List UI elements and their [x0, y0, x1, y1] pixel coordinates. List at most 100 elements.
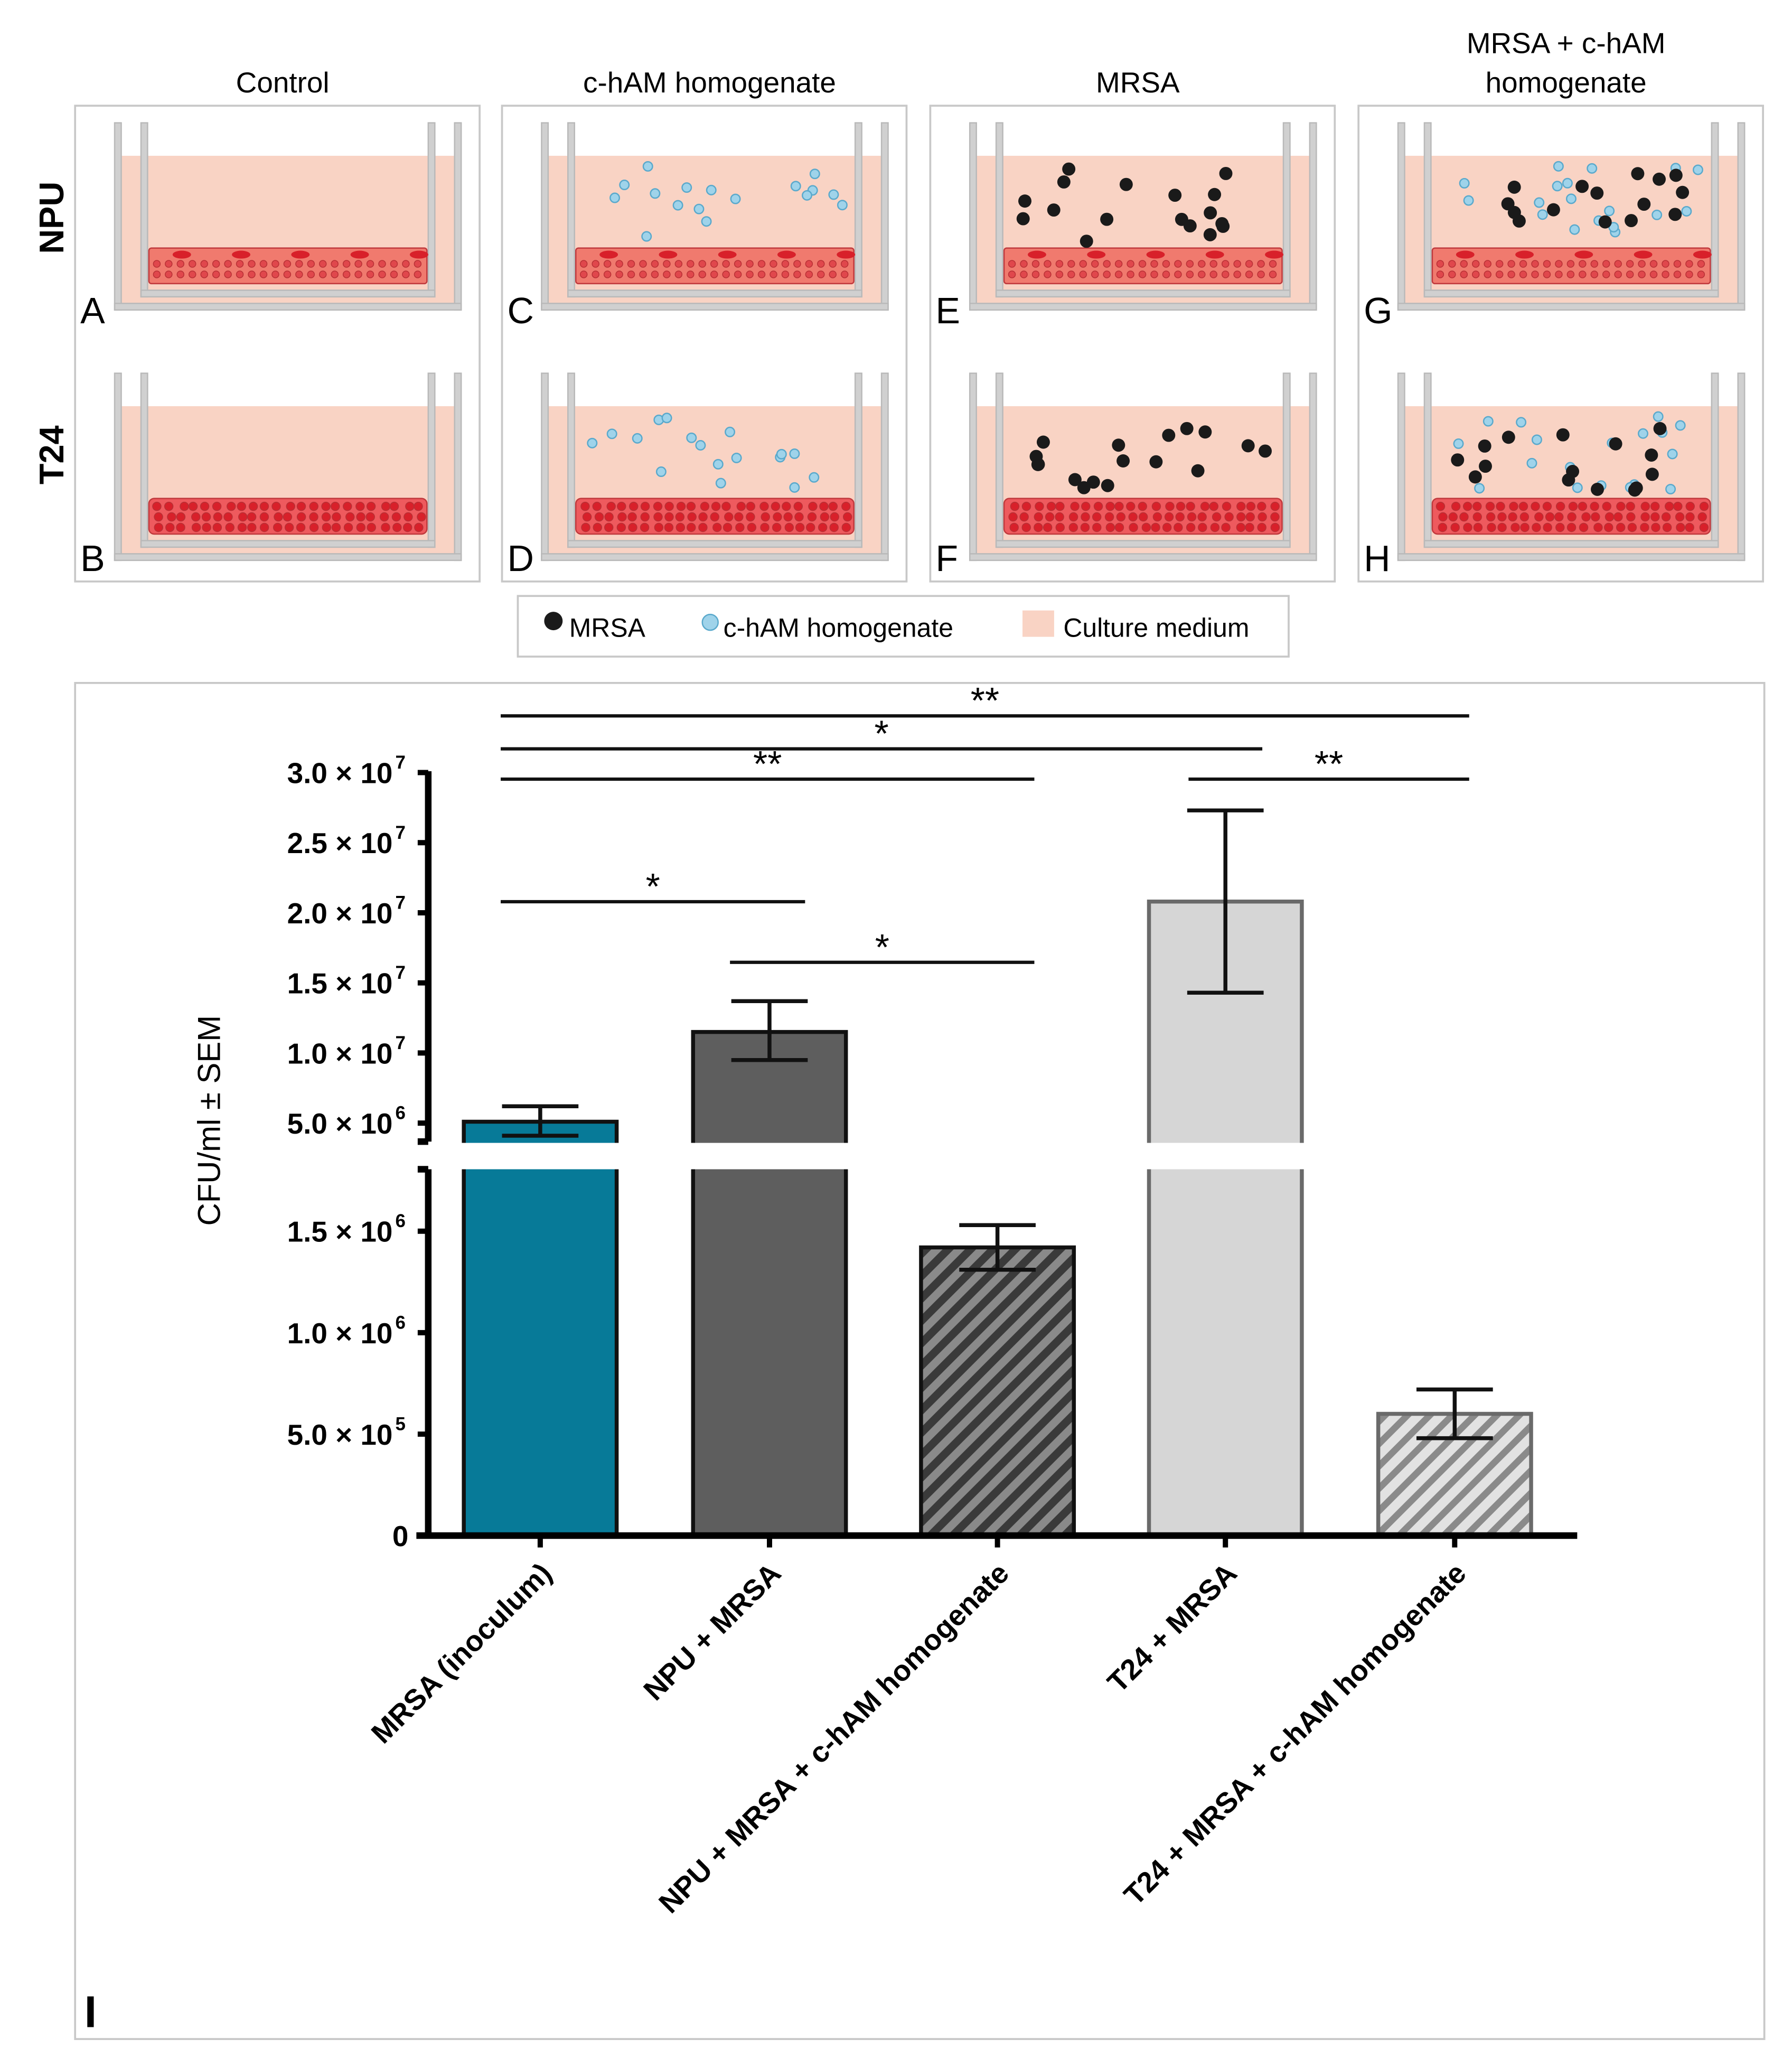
cell-nucleus — [1209, 501, 1219, 511]
cell-nucleus — [841, 501, 851, 511]
cham-particle — [1637, 428, 1648, 439]
cell-nucleus — [686, 501, 696, 511]
cell-nucleus — [698, 512, 708, 522]
cell-nucleus — [356, 512, 365, 522]
cell-nucleus — [604, 512, 614, 522]
cell-nucleus — [1200, 501, 1210, 511]
cell-nucleus — [1602, 260, 1610, 268]
cell-nucleus — [176, 260, 185, 268]
cell-nucleus — [191, 522, 201, 532]
cell-nucleus — [1627, 522, 1637, 532]
cell-nucleus — [1634, 250, 1653, 259]
cell-nucleus — [627, 270, 635, 278]
cell-nucleus — [817, 270, 825, 278]
cell-nucleus — [606, 501, 616, 511]
mrsa-bacterium — [1149, 455, 1163, 469]
cell-nucleus — [1222, 501, 1232, 511]
cell-nucleus — [212, 270, 220, 278]
mrsa-bacterium — [1031, 457, 1045, 471]
mrsa-bacterium — [1036, 435, 1050, 449]
cell-nucleus — [390, 270, 398, 278]
cell-nucleus — [1269, 270, 1277, 278]
cell-nucleus — [319, 270, 327, 278]
mrsa-bacterium — [1175, 212, 1188, 226]
well-wall — [1711, 372, 1719, 548]
cell-nucleus — [189, 270, 196, 278]
cell-nucleus — [366, 260, 374, 268]
cell-nucleus — [805, 260, 813, 268]
cell-nucleus — [1579, 522, 1589, 532]
cell-nucleus — [1519, 260, 1527, 268]
cell-nucleus — [1638, 260, 1646, 268]
cell-nucleus — [700, 501, 710, 511]
cell-nucleus — [1221, 270, 1230, 278]
cham-particle — [619, 180, 630, 191]
cell-nucleus — [1616, 501, 1626, 511]
cell-nucleus — [414, 522, 424, 532]
cell-nucleus — [404, 512, 413, 522]
cell-nucleus — [1519, 270, 1527, 278]
cell-nucleus — [640, 501, 650, 511]
cell-nucleus — [1021, 501, 1031, 511]
cell-nucleus — [165, 270, 173, 278]
cell-nucleus — [1508, 512, 1517, 522]
cell-nucleus — [820, 512, 830, 522]
cell-nucleus — [1236, 501, 1246, 511]
cell-nucleus — [718, 250, 737, 259]
cell-nucleus — [1152, 512, 1162, 522]
panel-letter: F — [935, 538, 958, 579]
significance-label: * — [646, 866, 660, 907]
mrsa-bacterium — [1219, 166, 1233, 180]
well-panel-c: C — [508, 122, 889, 331]
cell-nucleus — [1245, 512, 1255, 522]
cell-nucleus — [734, 260, 742, 268]
cell-nucleus — [307, 260, 315, 268]
legend-medium: Culture medium — [1063, 613, 1249, 643]
cham-particle — [642, 161, 653, 172]
cell-nucleus — [773, 512, 782, 522]
cell-nucleus — [784, 522, 794, 532]
insert-bottom — [140, 540, 436, 548]
cell-nucleus — [1574, 250, 1593, 259]
cell-nucleus — [200, 501, 210, 511]
cell-nucleus — [1438, 512, 1448, 522]
cham-particle — [1681, 206, 1692, 217]
cham-particle — [715, 478, 726, 489]
cell-nucleus — [746, 512, 755, 522]
cell-nucleus — [1070, 501, 1080, 511]
cell-nucleus — [1602, 270, 1610, 278]
cell-nucleus — [1638, 270, 1646, 278]
cell-nucleus — [343, 501, 352, 511]
cell-nucleus — [628, 522, 637, 532]
cell-nucleus — [259, 501, 269, 511]
mrsa-bacterium — [1162, 428, 1176, 442]
well-wall — [880, 122, 889, 311]
cell-nucleus — [1186, 260, 1194, 268]
cell-nucleus — [1087, 250, 1106, 259]
significance-label: * — [875, 927, 889, 968]
cham-particle — [1652, 209, 1663, 220]
cham-particle — [706, 184, 717, 195]
cell-nucleus — [1487, 522, 1496, 532]
cell-nucleus — [1127, 260, 1134, 268]
cell-nucleus — [1436, 260, 1444, 268]
panel-letter: E — [935, 290, 960, 331]
well-wall — [969, 122, 977, 311]
cham-particle — [661, 413, 672, 424]
cell-nucleus — [842, 512, 852, 522]
cell-nucleus — [1151, 501, 1161, 511]
cell-nucleus — [698, 260, 706, 268]
well-wall — [1423, 372, 1432, 548]
cell-nucleus — [1103, 270, 1111, 278]
insert-bottom — [567, 540, 862, 548]
cell-nucleus — [356, 522, 366, 532]
well-panel-h: H — [1364, 372, 1746, 579]
y-axis-label: CFU/ml ± SEM — [192, 1015, 227, 1226]
cell-nucleus — [654, 522, 664, 532]
cell-nucleus — [1257, 501, 1266, 511]
cell-nucleus — [1021, 522, 1031, 532]
well-wall — [454, 122, 462, 311]
y-tick-label: 1.5 × 10 — [287, 1215, 393, 1248]
cell-nucleus — [200, 270, 208, 278]
cell-nucleus — [651, 260, 659, 268]
